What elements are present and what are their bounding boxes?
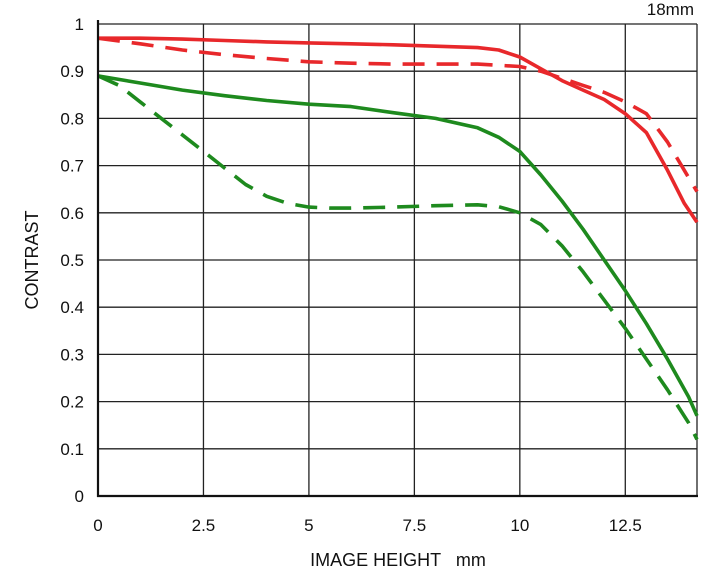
y-tick-label: 0.6	[60, 204, 84, 223]
x-tick-label: 10	[510, 516, 529, 535]
y-tick-label: 0.8	[60, 109, 84, 128]
series-layer	[97, 36, 699, 441]
y-tick-label: 0.3	[60, 345, 84, 364]
y-tick-label: 0.9	[60, 62, 84, 81]
y-tick-label: 0.5	[60, 251, 84, 270]
y-tick-label: 0.2	[60, 393, 84, 412]
y-axis-title: CONTRAST	[22, 210, 42, 309]
x-tick-label: 0	[93, 516, 102, 535]
series-line-3	[97, 74, 699, 417]
axes	[96, 20, 698, 498]
series-line-4	[97, 74, 699, 441]
x-tick-label: 12.5	[609, 516, 642, 535]
y-tick-label: 0.1	[60, 440, 84, 459]
x-axis-title: IMAGE HEIGHT mm	[310, 550, 486, 570]
x-tick-label: 7.5	[403, 516, 427, 535]
y-tick-label: 0.4	[60, 298, 84, 317]
focal-length-label: 18mm	[647, 0, 694, 19]
series-line-2	[97, 36, 699, 193]
series-line-1	[98, 36, 699, 224]
x-tick-label: 2.5	[192, 516, 216, 535]
tick-labels: 00.10.20.30.40.50.60.70.80.910 2.5 5 7.5 10 1…	[60, 15, 641, 535]
y-tick-label: 0.7	[60, 157, 84, 176]
y-tick-label: 0	[75, 487, 84, 506]
y-tick-label: 1	[75, 15, 84, 34]
x-tick-label: 5	[304, 516, 313, 535]
